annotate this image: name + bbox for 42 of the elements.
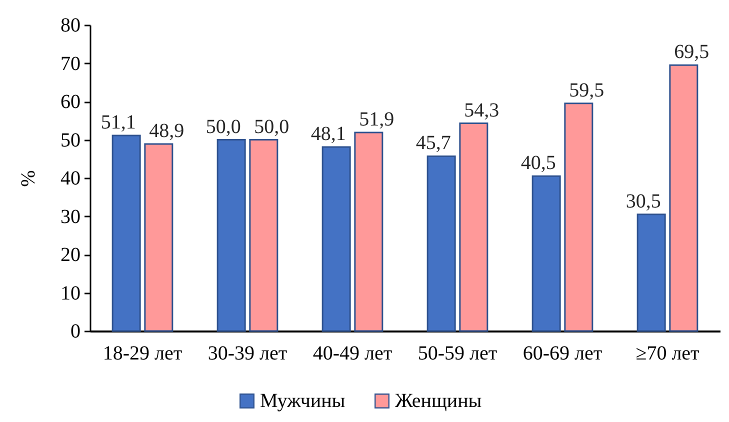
bar	[216, 139, 246, 332]
data-label: 30,5	[626, 190, 661, 212]
x-tick-label: ≥70 лет	[636, 342, 700, 364]
y-tick-label: 50	[60, 129, 80, 152]
legend-label: Женщины	[395, 390, 482, 412]
y-tick-label: 10	[60, 282, 80, 304]
bar	[636, 214, 666, 332]
y-tick-label: 30	[60, 206, 80, 228]
x-tick-label: 30-39 лет	[208, 342, 288, 364]
legend-label: Мужчины	[260, 390, 346, 412]
x-tick-label: 50-59 лет	[418, 342, 498, 364]
data-label: 50,0	[206, 116, 241, 138]
bar	[459, 122, 488, 332]
data-label: 54,3	[464, 99, 500, 122]
data-label: 48,9	[149, 120, 184, 142]
x-tick-label: 18-29 лет	[102, 342, 182, 364]
data-label: 51,9	[359, 108, 394, 130]
bar	[322, 146, 351, 332]
data-label: 50,0	[254, 116, 290, 138]
data-label: 45,7	[416, 132, 451, 154]
y-axis-title: %	[18, 170, 40, 187]
data-label: 48,1	[310, 123, 346, 146]
y-tick-label: 0	[70, 320, 80, 342]
bar	[249, 139, 278, 332]
bar	[532, 175, 561, 332]
y-tick-label: 60	[60, 91, 80, 113]
x-tick-label: 60-69 лет	[522, 342, 602, 364]
bar	[112, 134, 141, 332]
x-tick-label: 40-49 лет	[312, 342, 392, 364]
y-tick-label: 70	[60, 52, 80, 75]
data-label: 59,5	[569, 79, 604, 102]
y-tick-label: 20	[60, 244, 80, 266]
bar	[144, 143, 174, 332]
bar	[426, 155, 456, 332]
bar	[564, 102, 594, 332]
data-label: 40,5	[520, 152, 556, 174]
y-tick-label: 40	[60, 168, 80, 190]
y-tick-label: 80	[60, 14, 80, 36]
bar	[354, 132, 384, 332]
data-label: 69,5	[674, 41, 710, 64]
data-label: 51,1	[100, 112, 136, 134]
bar	[669, 64, 698, 332]
